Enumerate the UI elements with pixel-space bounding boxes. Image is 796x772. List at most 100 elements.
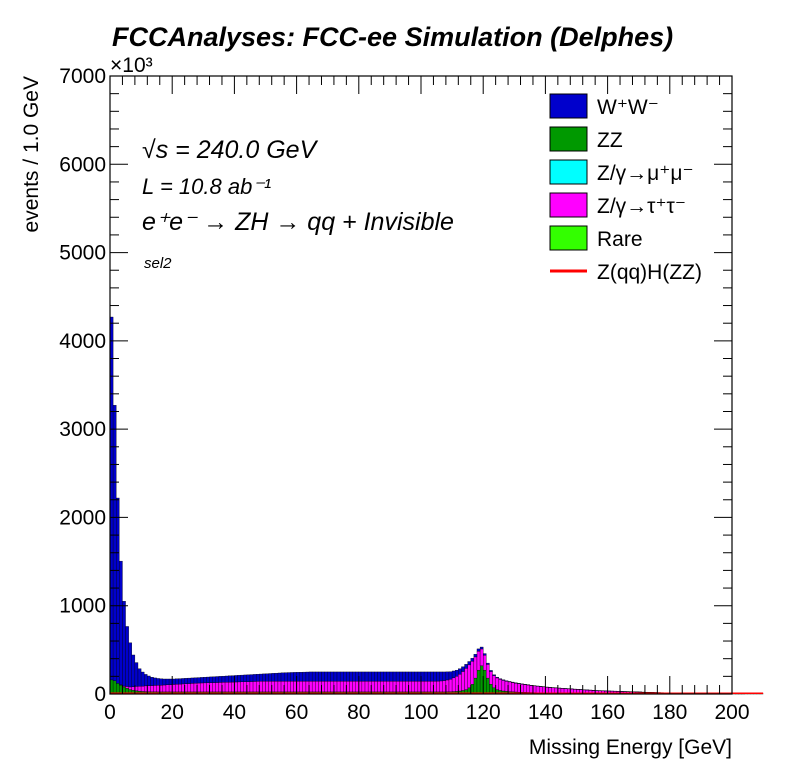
y-tick-label: 7000 [59, 65, 106, 88]
bar [386, 681, 391, 693]
bar [112, 680, 117, 695]
legend: W⁺W⁻ ZZ Z/γ→μ⁺μ⁻ Z/γ→τ⁺τ⁻ Rare Z(qq)H(ZZ) [549, 93, 702, 284]
bar [492, 674, 496, 676]
bar [380, 671, 384, 682]
bar [249, 674, 254, 682]
series-W-W- [109, 316, 745, 695]
bar [203, 677, 207, 684]
bar [411, 681, 415, 693]
bar [336, 671, 341, 682]
bar [479, 648, 484, 666]
bar [237, 681, 241, 693]
bar [464, 668, 468, 690]
bar [455, 669, 459, 677]
x-tick-label: 80 [347, 701, 370, 724]
bar [299, 672, 303, 682]
bar [277, 672, 282, 682]
bar [361, 681, 366, 693]
legend-label: Z(qq)H(ZZ) [597, 261, 702, 284]
bar [514, 682, 518, 693]
bar [330, 671, 335, 682]
bar [504, 680, 509, 682]
bar [374, 671, 378, 682]
legend-swatch [549, 93, 588, 119]
legend-item-Ztt: Z/γ→τ⁺τ⁻ [549, 192, 686, 218]
bar [364, 671, 369, 682]
bar [548, 687, 552, 694]
bar [473, 654, 478, 658]
bar [290, 681, 294, 693]
bar [476, 648, 481, 652]
bar [423, 671, 428, 682]
bar [315, 681, 319, 693]
bar [511, 682, 515, 692]
legend-label: ZZ [597, 129, 623, 152]
legend-label: W⁺W⁻ [597, 96, 659, 119]
bar [389, 681, 394, 693]
bar [302, 671, 307, 682]
legend-swatch [549, 159, 588, 185]
bar [349, 671, 353, 682]
bar [287, 672, 291, 682]
bar [237, 675, 241, 683]
histogram-bars [109, 316, 764, 695]
bar [249, 681, 254, 693]
bar [495, 676, 499, 679]
bar [287, 681, 291, 693]
bar [137, 686, 142, 692]
bar [193, 677, 198, 684]
bar [430, 671, 434, 682]
bar [252, 681, 257, 693]
y-tick-label: 0 [94, 683, 106, 706]
bar [451, 677, 456, 692]
bar [271, 673, 276, 682]
bar [439, 671, 443, 682]
bar [411, 671, 415, 682]
bar [153, 677, 157, 686]
bar [162, 678, 167, 686]
bar [125, 686, 129, 689]
bar [153, 685, 157, 692]
bar [137, 668, 142, 687]
bar [268, 673, 272, 682]
annotation-process: e⁺e⁻ → ZH → qq + Invisible [142, 208, 454, 236]
bar [144, 674, 148, 687]
bar [265, 673, 269, 682]
bar [395, 671, 400, 682]
bar [262, 681, 266, 693]
bar [346, 671, 350, 682]
bar [377, 671, 381, 682]
annotations: √s = 240.0 GeV L = 10.8 ab⁻¹ e⁺e⁻ → ZH →… [142, 136, 454, 272]
bar [215, 676, 220, 683]
bar [184, 678, 188, 684]
bar [489, 671, 493, 685]
y-tick-label: 4000 [59, 330, 106, 353]
legend-swatch [549, 225, 588, 251]
bar [283, 672, 288, 682]
bar [165, 684, 170, 693]
bar [140, 685, 145, 692]
bar [448, 671, 453, 680]
bar [414, 671, 419, 682]
bar [116, 497, 120, 684]
y-tick-label: 5000 [59, 242, 106, 265]
bar [274, 681, 279, 693]
bar [259, 673, 263, 682]
bar [489, 670, 493, 672]
bar [473, 677, 478, 695]
bar [228, 681, 232, 693]
bar [262, 673, 266, 682]
bar [352, 671, 356, 682]
legend-swatch [549, 192, 588, 218]
chart-title: FCCAnalyses: FCC-ee Simulation (Delphes) [112, 22, 673, 52]
bar [336, 681, 341, 693]
bar [196, 677, 201, 684]
bar [489, 684, 493, 695]
bar [324, 671, 328, 682]
bar [218, 676, 223, 683]
bar [252, 674, 257, 682]
bar [116, 683, 120, 695]
bar [311, 681, 316, 693]
x-tick-label: 160 [590, 701, 625, 724]
